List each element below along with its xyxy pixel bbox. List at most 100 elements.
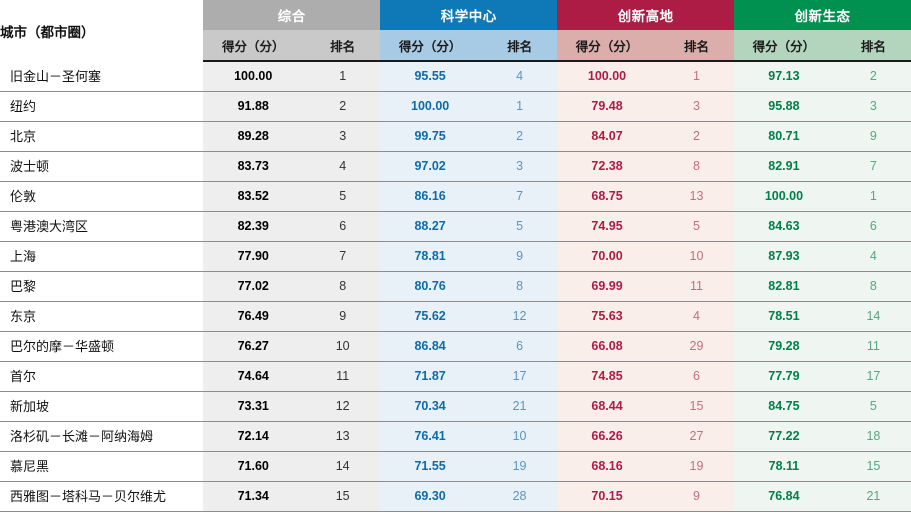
cell-highland-score: 84.07 [557, 121, 663, 152]
group-header-row: 城市（都市圈） 综合 科学中心 创新高地 创新生态 [0, 0, 911, 62]
cell-science-rank: 21 [485, 391, 558, 422]
group-header-composite: 综合 [203, 0, 381, 30]
group-header-ecology: 创新生态 [734, 0, 911, 30]
group-label-science: 科学中心 [380, 0, 558, 30]
cell-ecology-rank: 15 [839, 451, 911, 482]
cell-science-score: 76.41 [380, 421, 486, 452]
cell-highland-score: 74.85 [557, 361, 663, 392]
cell-composite-score: 76.49 [203, 301, 310, 332]
cell-composite-rank: 2 [309, 91, 381, 122]
cell-ecology-score: 82.91 [734, 151, 840, 182]
cell-science-score: 86.84 [380, 331, 486, 362]
cell-science-score: 97.02 [380, 151, 486, 182]
cell-ecology-score: 78.51 [734, 301, 840, 332]
cell-highland-score: 75.63 [557, 301, 663, 332]
cell-ecology-rank: 2 [839, 62, 911, 92]
cell-ecology-score: 100.00 [734, 181, 840, 212]
cell-science-score: 70.34 [380, 391, 486, 422]
innovation-ranking-table: 城市（都市圈） 综合 科学中心 创新高地 创新生态 得分（分） 排名 [0, 0, 911, 512]
cell-ecology-score: 76.84 [734, 481, 840, 512]
cell-science-rank: 2 [485, 121, 558, 152]
cell-highland-score: 100.00 [557, 62, 663, 92]
sub-header-label-rank: 排名 [309, 30, 381, 62]
cell-city: 旧金山－圣何塞 [0, 62, 204, 92]
cell-composite-rank: 10 [309, 331, 381, 362]
cell-ecology-rank: 1 [839, 181, 911, 212]
cell-science-rank: 10 [485, 421, 558, 452]
cell-science-rank: 12 [485, 301, 558, 332]
sub-header-ecology-rank: 排名 [839, 30, 911, 62]
cell-highland-rank: 4 [662, 301, 735, 332]
cell-ecology-score: 80.71 [734, 121, 840, 152]
cell-ecology-rank: 7 [839, 151, 911, 182]
cell-ecology-score: 87.93 [734, 241, 840, 272]
sub-header-composite-rank: 排名 [309, 30, 381, 62]
cell-city: 粤港澳大湾区 [0, 211, 204, 242]
group-label-ecology: 创新生态 [734, 0, 911, 30]
table-row: 新加坡 73.31 12 70.34 21 68.44 15 84.75 5 [0, 391, 911, 422]
cell-ecology-score: 79.28 [734, 331, 840, 362]
cell-highland-rank: 6 [662, 361, 735, 392]
sub-header-science-score: 得分（分） [380, 30, 486, 62]
table-row: 首尔 74.64 11 71.87 17 74.85 6 77.79 17 [0, 361, 911, 392]
group-header-science: 科学中心 [380, 0, 558, 30]
cell-ecology-score: 97.13 [734, 62, 840, 92]
cell-city: 慕尼黑 [0, 451, 204, 482]
sub-header-composite-score: 得分（分） [203, 30, 310, 62]
cell-composite-rank: 6 [309, 211, 381, 242]
cell-city: 上海 [0, 241, 204, 272]
cell-science-rank: 1 [485, 91, 558, 122]
cell-highland-score: 68.16 [557, 451, 663, 482]
cell-science-rank: 28 [485, 481, 558, 512]
group-header-highland: 创新高地 [557, 0, 735, 30]
cell-composite-score: 74.64 [203, 361, 310, 392]
cell-science-rank: 3 [485, 151, 558, 182]
cell-ecology-rank: 3 [839, 91, 911, 122]
sub-header-highland-rank: 排名 [662, 30, 735, 62]
cell-science-score: 78.81 [380, 241, 486, 272]
sub-header-science-rank: 排名 [485, 30, 558, 62]
cell-ecology-rank: 11 [839, 331, 911, 362]
cell-science-score: 88.27 [380, 211, 486, 242]
cell-science-score: 75.62 [380, 301, 486, 332]
group-label-highland: 创新高地 [557, 0, 735, 30]
cell-highland-rank: 8 [662, 151, 735, 182]
cell-highland-score: 69.99 [557, 271, 663, 302]
sub-header-label-score: 得分（分） [557, 30, 663, 62]
table-row: 波士顿 83.73 4 97.02 3 72.38 8 82.91 7 [0, 151, 911, 182]
cell-ecology-score: 84.63 [734, 211, 840, 242]
cell-ecology-rank: 21 [839, 481, 911, 512]
cell-ecology-rank: 18 [839, 421, 911, 452]
table-body: 旧金山－圣何塞 100.00 1 95.55 4 100.00 1 97.13 2 纽约 91.88… [0, 62, 911, 512]
cell-highland-rank: 15 [662, 391, 735, 422]
cell-highland-rank: 3 [662, 91, 735, 122]
cell-highland-score: 68.44 [557, 391, 663, 422]
cell-highland-rank: 10 [662, 241, 735, 272]
sub-header-label-score: 得分（分） [203, 30, 310, 62]
cell-city: 巴尔的摩－华盛顿 [0, 331, 204, 362]
cell-science-score: 71.87 [380, 361, 486, 392]
table-row: 巴尔的摩－华盛顿 76.27 10 86.84 6 66.08 29 79.28 11 [0, 331, 911, 362]
cell-ecology-score: 82.81 [734, 271, 840, 302]
cell-highland-rank: 27 [662, 421, 735, 452]
cell-composite-score: 89.28 [203, 121, 310, 152]
cell-city: 伦敦 [0, 181, 204, 212]
sub-header-highland-score: 得分（分） [557, 30, 663, 62]
table-header: 城市（都市圈） 综合 科学中心 创新高地 创新生态 得分（分） 排名 [0, 0, 911, 62]
cell-composite-score: 77.02 [203, 271, 310, 302]
cell-ecology-rank: 17 [839, 361, 911, 392]
cell-ecology-score: 77.79 [734, 361, 840, 392]
cell-composite-rank: 4 [309, 151, 381, 182]
cell-ecology-rank: 4 [839, 241, 911, 272]
cell-highland-rank: 2 [662, 121, 735, 152]
table-row: 旧金山－圣何塞 100.00 1 95.55 4 100.00 1 97.13 2 [0, 62, 911, 92]
cell-highland-score: 68.75 [557, 181, 663, 212]
cell-ecology-score: 95.88 [734, 91, 840, 122]
table-row: 伦敦 83.52 5 86.16 7 68.75 13 100.00 1 [0, 181, 911, 212]
table-row: 北京 89.28 3 99.75 2 84.07 2 80.71 9 [0, 121, 911, 152]
cell-ecology-score: 84.75 [734, 391, 840, 422]
table-row: 洛杉矶－长滩－阿纳海姆 72.14 13 76.41 10 66.26 27 77.22 18 [0, 421, 911, 452]
cell-ecology-score: 78.11 [734, 451, 840, 482]
cell-city: 新加坡 [0, 391, 204, 422]
table-row: 巴黎 77.02 8 80.76 8 69.99 11 82.81 8 [0, 271, 911, 302]
